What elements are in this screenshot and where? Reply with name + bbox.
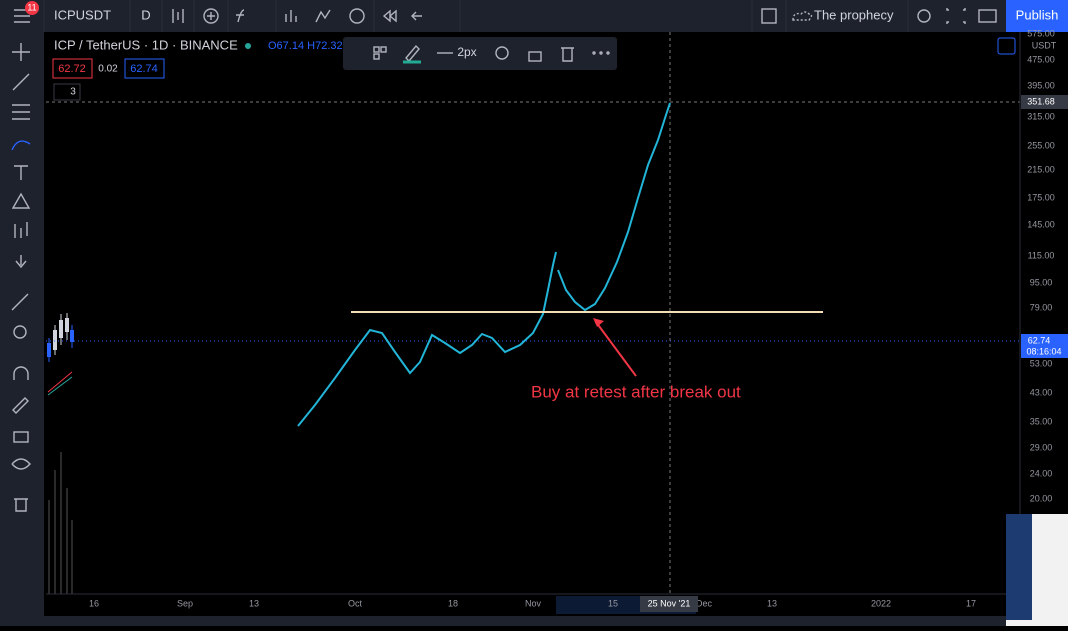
badge-count: 11	[27, 2, 36, 12]
toolbar-dividers	[43, 0, 909, 32]
publish-label[interactable]: Publish	[1016, 7, 1059, 22]
price-label: 20.00	[1030, 493, 1053, 503]
publish-button[interactable]	[1006, 0, 1068, 32]
time-label: 2022	[871, 598, 891, 608]
indicators-toggle[interactable]	[53, 83, 81, 101]
price-label: 395.00	[1027, 80, 1055, 90]
price-label: 115.00	[1028, 250, 1055, 260]
drawing-toolbar	[343, 37, 617, 70]
ask-price[interactable]: 62.74	[130, 63, 158, 75]
time-label: Oct	[348, 598, 363, 608]
time-label: Sep	[177, 598, 193, 608]
symbol[interactable]: ICPUSDT	[54, 7, 111, 22]
sell-box[interactable]	[52, 58, 93, 79]
spread: 0.02	[98, 64, 118, 75]
time-label: Nov	[525, 598, 542, 608]
layout-name[interactable]: The prophecy	[814, 7, 894, 22]
market-status	[245, 43, 251, 49]
bid-price[interactable]: 62.72	[58, 63, 86, 75]
price-label: 175.00	[1027, 192, 1055, 202]
price-label: 35.00	[1030, 416, 1053, 426]
drawing-toolbar-icons[interactable]	[373, 44, 610, 64]
price-label: 145.00	[1027, 219, 1055, 229]
chart-legend-title: ICP / TetherUS · 1D · BINANCE	[54, 37, 238, 52]
auto-scale[interactable]	[997, 37, 1016, 55]
indicators-count[interactable]: 3	[70, 87, 76, 98]
price-labels: 575.00 475.00 395.00 315.00 255.00 215.00 175.…	[1027, 28, 1055, 503]
currency[interactable]: USDT	[1032, 40, 1057, 50]
arrow[interactable]	[595, 321, 637, 377]
time-label: 18	[448, 598, 458, 608]
price-label: 315.00	[1027, 111, 1055, 121]
last-price-box	[1021, 334, 1068, 358]
time-axis	[46, 594, 1020, 616]
time-label: Dec	[696, 598, 713, 608]
ohlc-values: O67.14 H72.32	[268, 40, 343, 52]
crosshair-price-box	[1021, 95, 1068, 109]
price-axis	[1020, 32, 1068, 594]
brush-drawing[interactable]	[557, 102, 671, 312]
buy-box[interactable]	[124, 58, 165, 79]
toolbar-icons[interactable]	[172, 8, 997, 24]
candles	[47, 313, 74, 594]
time-label: 16	[89, 598, 99, 608]
interval[interactable]: D	[141, 7, 150, 22]
time-label: 13	[249, 598, 259, 608]
bottom-bar	[0, 616, 1068, 626]
price-label: 215.00	[1027, 164, 1055, 174]
price-label: 24.00	[1030, 468, 1053, 478]
time-labels: 16 Sep 13 Oct 18 Nov 15 Dec 13 2022 17	[89, 598, 976, 608]
line-width[interactable]: 2px	[457, 45, 476, 59]
price-label: 43.00	[1030, 387, 1053, 397]
price-label: 53.00	[1030, 358, 1053, 368]
left-toolbar	[0, 32, 44, 626]
price-label: 255.00	[1027, 140, 1055, 150]
price-label: 95.00	[1030, 277, 1053, 287]
time-label: 17	[966, 598, 976, 608]
countdown: 08:16:04	[1026, 346, 1061, 356]
price-label: 29.00	[1030, 442, 1053, 452]
arrow-head	[593, 318, 604, 327]
last-price: 62.74	[1028, 335, 1051, 345]
time-label: 13	[767, 598, 777, 608]
price-label: 475.00	[1027, 54, 1055, 64]
price-label: 79.00	[1030, 302, 1053, 312]
webcam-image	[1006, 514, 1032, 620]
badge	[25, 1, 39, 15]
time-label: 15	[608, 598, 618, 608]
price-label: 575.00	[1027, 28, 1055, 38]
crosshair-date: 25 Nov '21	[648, 598, 691, 608]
drawing-tools[interactable]	[11, 43, 31, 512]
brush-drawing[interactable]	[297, 251, 557, 427]
crosshair-date-box	[640, 596, 698, 612]
crosshair-price: 351.68	[1027, 96, 1055, 106]
annotation[interactable]: Buy at retest after break out	[531, 382, 741, 401]
